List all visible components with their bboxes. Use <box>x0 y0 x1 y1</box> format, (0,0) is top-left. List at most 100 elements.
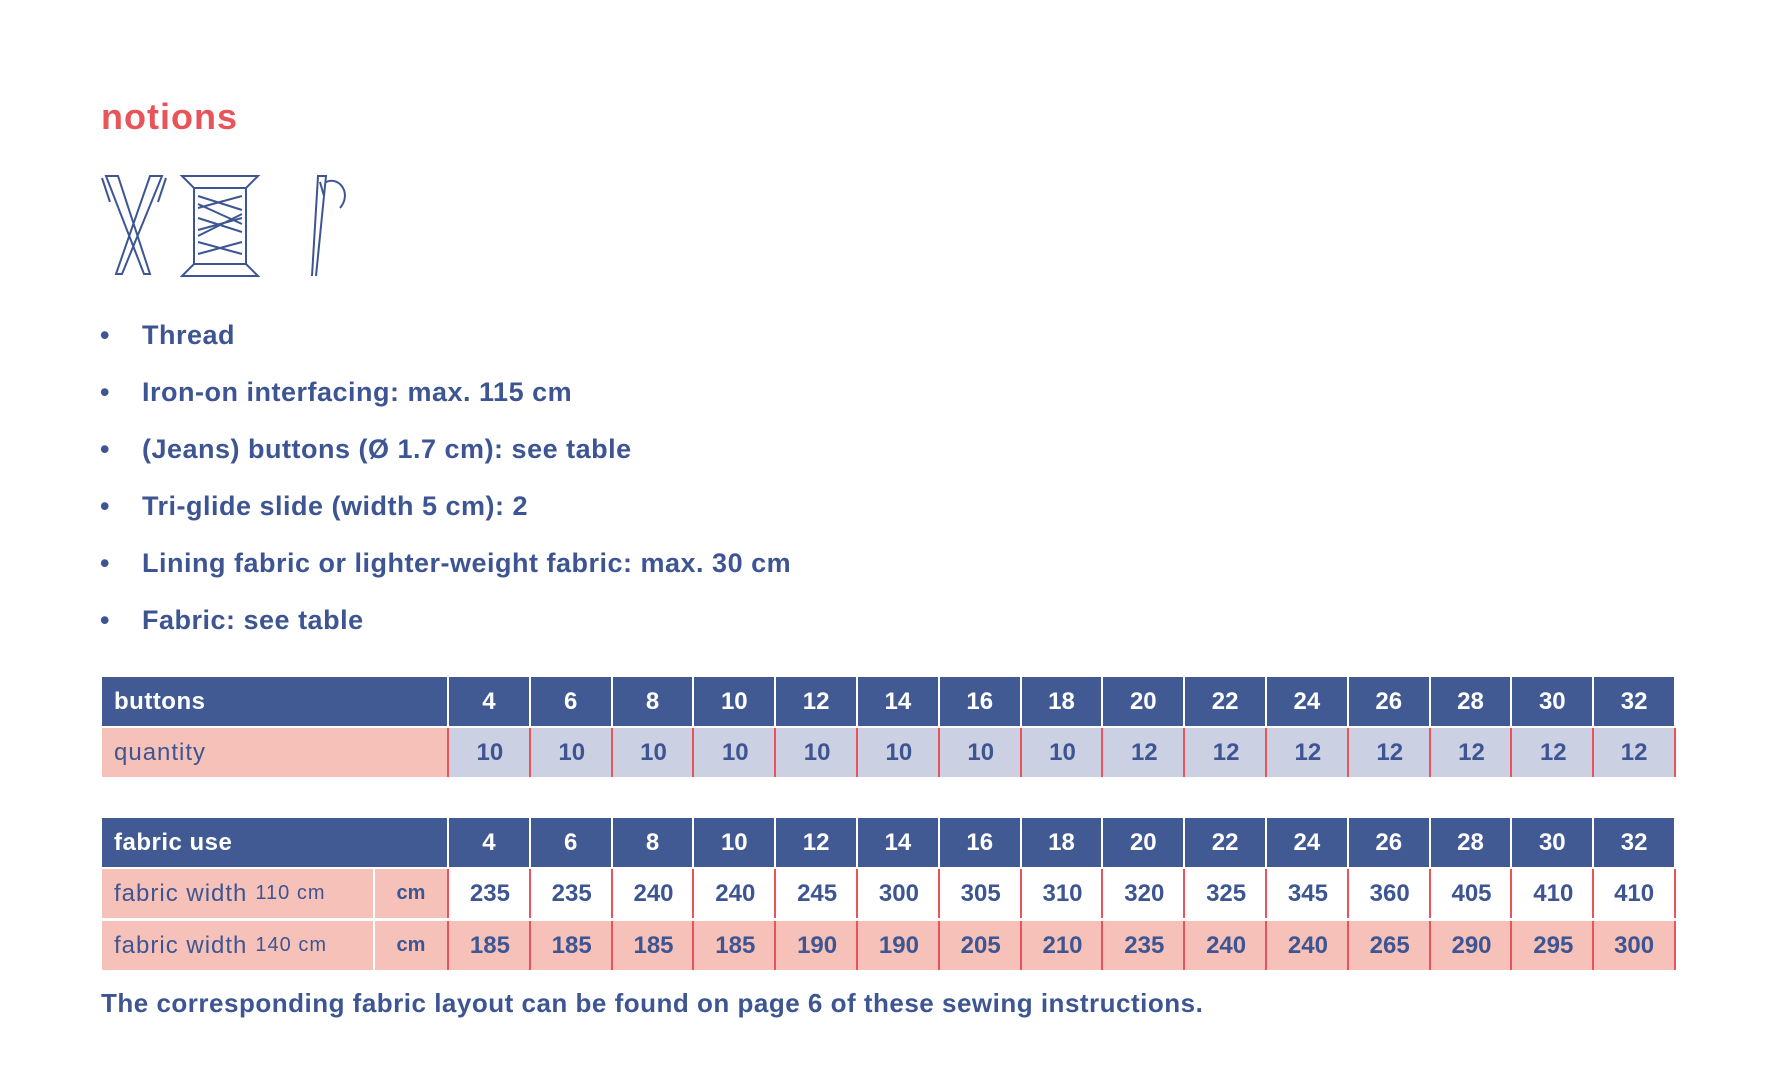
size-header: 12 <box>776 818 856 867</box>
value-cell: 325 <box>1183 869 1267 918</box>
notion-text: Fabric: see table <box>142 605 364 635</box>
size-header: 6 <box>530 818 611 867</box>
value-cell: 360 <box>1346 869 1431 918</box>
notion-text: Lining fabric or lighter-weight fabric: … <box>142 548 792 578</box>
notion-text: Iron-on interfacing: max. 115 cm <box>142 377 573 407</box>
value-cell: 190 <box>856 921 940 970</box>
row-label: fabric width 110 cm <box>102 869 373 918</box>
value-cell: 235 <box>528 869 613 918</box>
size-header: 14 <box>858 818 938 867</box>
size-header: 22 <box>1185 818 1265 867</box>
value-cell: 240 <box>610 869 695 918</box>
value-cell: 410 <box>1592 869 1676 918</box>
notion-text: Thread <box>142 320 236 350</box>
value-cell: 265 <box>1346 921 1431 970</box>
value-cell: 10 <box>1019 728 1104 777</box>
value-cell: 12 <box>1346 728 1431 777</box>
size-header: 14 <box>858 677 938 726</box>
value-cell: 10 <box>937 728 1022 777</box>
size-header: 24 <box>1267 818 1347 867</box>
notion-item: • (Jeans) buttons (Ø 1.7 cm): see table <box>100 431 632 467</box>
title: notions <box>101 96 238 137</box>
value-cell: 305 <box>937 869 1022 918</box>
notion-item: • Tri-glide slide (width 5 cm): 2 <box>100 488 528 524</box>
size-header: 4 <box>449 818 529 867</box>
value-cell: 205 <box>937 921 1022 970</box>
value-cell: 10 <box>692 728 777 777</box>
notion-item: • Thread <box>100 317 235 353</box>
value-cell: 405 <box>1428 869 1513 918</box>
notion-text: Tri-glide slide (width 5 cm): 2 <box>142 491 529 521</box>
value-cell: 10 <box>447 728 531 777</box>
value-cell: 240 <box>1183 921 1267 970</box>
value-cell: 185 <box>610 921 695 970</box>
bullet: • <box>100 548 110 578</box>
size-header: 26 <box>1348 677 1429 726</box>
bullet: • <box>100 605 110 635</box>
size-header: 16 <box>939 677 1020 726</box>
value-cell: 240 <box>1265 921 1349 970</box>
value-cell: 185 <box>692 921 777 970</box>
notion-text: (Jeans) buttons (Ø 1.7 cm): see table <box>142 434 632 464</box>
value-cell: 240 <box>692 869 777 918</box>
row-label: fabric width 140 cm <box>102 921 373 970</box>
size-header: 10 <box>694 818 775 867</box>
size-header: 26 <box>1348 818 1429 867</box>
notion-item: • Lining fabric or lighter-weight fabric:… <box>100 545 791 581</box>
size-header: 18 <box>1021 818 1102 867</box>
size-header: 12 <box>776 677 856 726</box>
bullet: • <box>100 377 110 407</box>
row-label-text: fabric width <box>114 931 248 959</box>
size-header: 30 <box>1512 818 1593 867</box>
size-header: 20 <box>1103 677 1184 726</box>
value-cell: 300 <box>856 869 940 918</box>
value-cell: 245 <box>774 869 858 918</box>
notion-item: • Fabric: see table <box>100 602 364 638</box>
size-header: 8 <box>612 677 693 726</box>
size-header: 10 <box>694 677 775 726</box>
value-cell: 12 <box>1428 728 1513 777</box>
value-cell: 410 <box>1510 869 1595 918</box>
notion-item: • Iron-on interfacing: max. 115 cm <box>100 374 572 410</box>
row-width: 140 cm <box>255 934 327 956</box>
notion-icons <box>101 175 346 277</box>
row-width: 110 cm <box>255 882 326 904</box>
value-cell: 10 <box>774 728 858 777</box>
table-header: buttons <box>102 677 447 726</box>
value-cell: 12 <box>1183 728 1267 777</box>
value-cell: 320 <box>1101 869 1186 918</box>
row-unit: cm <box>375 869 447 918</box>
value-cell: 290 <box>1428 921 1513 970</box>
bullet: • <box>100 320 110 350</box>
value-cell: 12 <box>1510 728 1595 777</box>
value-cell: 10 <box>856 728 940 777</box>
size-header: 32 <box>1594 818 1674 867</box>
row-unit: cm <box>375 921 447 970</box>
value-cell: 185 <box>447 921 531 970</box>
value-cell: 235 <box>447 869 531 918</box>
value-cell: 310 <box>1019 869 1104 918</box>
size-header: 8 <box>612 818 693 867</box>
size-header: 6 <box>530 677 611 726</box>
size-header: 30 <box>1512 677 1593 726</box>
size-header: 28 <box>1430 677 1511 726</box>
row-label-text: quantity <box>114 738 207 766</box>
size-header: 16 <box>939 818 1020 867</box>
size-header: 20 <box>1103 818 1184 867</box>
table-header: fabric use <box>102 818 447 867</box>
value-cell: 185 <box>528 921 613 970</box>
value-cell: 12 <box>1101 728 1186 777</box>
size-header: 4 <box>449 677 529 726</box>
value-cell: 190 <box>774 921 858 970</box>
value-cell: 10 <box>528 728 613 777</box>
value-cell: 210 <box>1019 921 1104 970</box>
bullet: • <box>100 434 110 464</box>
value-cell: 10 <box>610 728 695 777</box>
size-header: 32 <box>1594 677 1674 726</box>
row-label: quantity <box>102 728 447 777</box>
size-header: 22 <box>1185 677 1265 726</box>
footer-note: The corresponding fabric layout can be f… <box>101 988 1204 1018</box>
size-header: 24 <box>1267 677 1347 726</box>
value-cell: 300 <box>1592 921 1676 970</box>
